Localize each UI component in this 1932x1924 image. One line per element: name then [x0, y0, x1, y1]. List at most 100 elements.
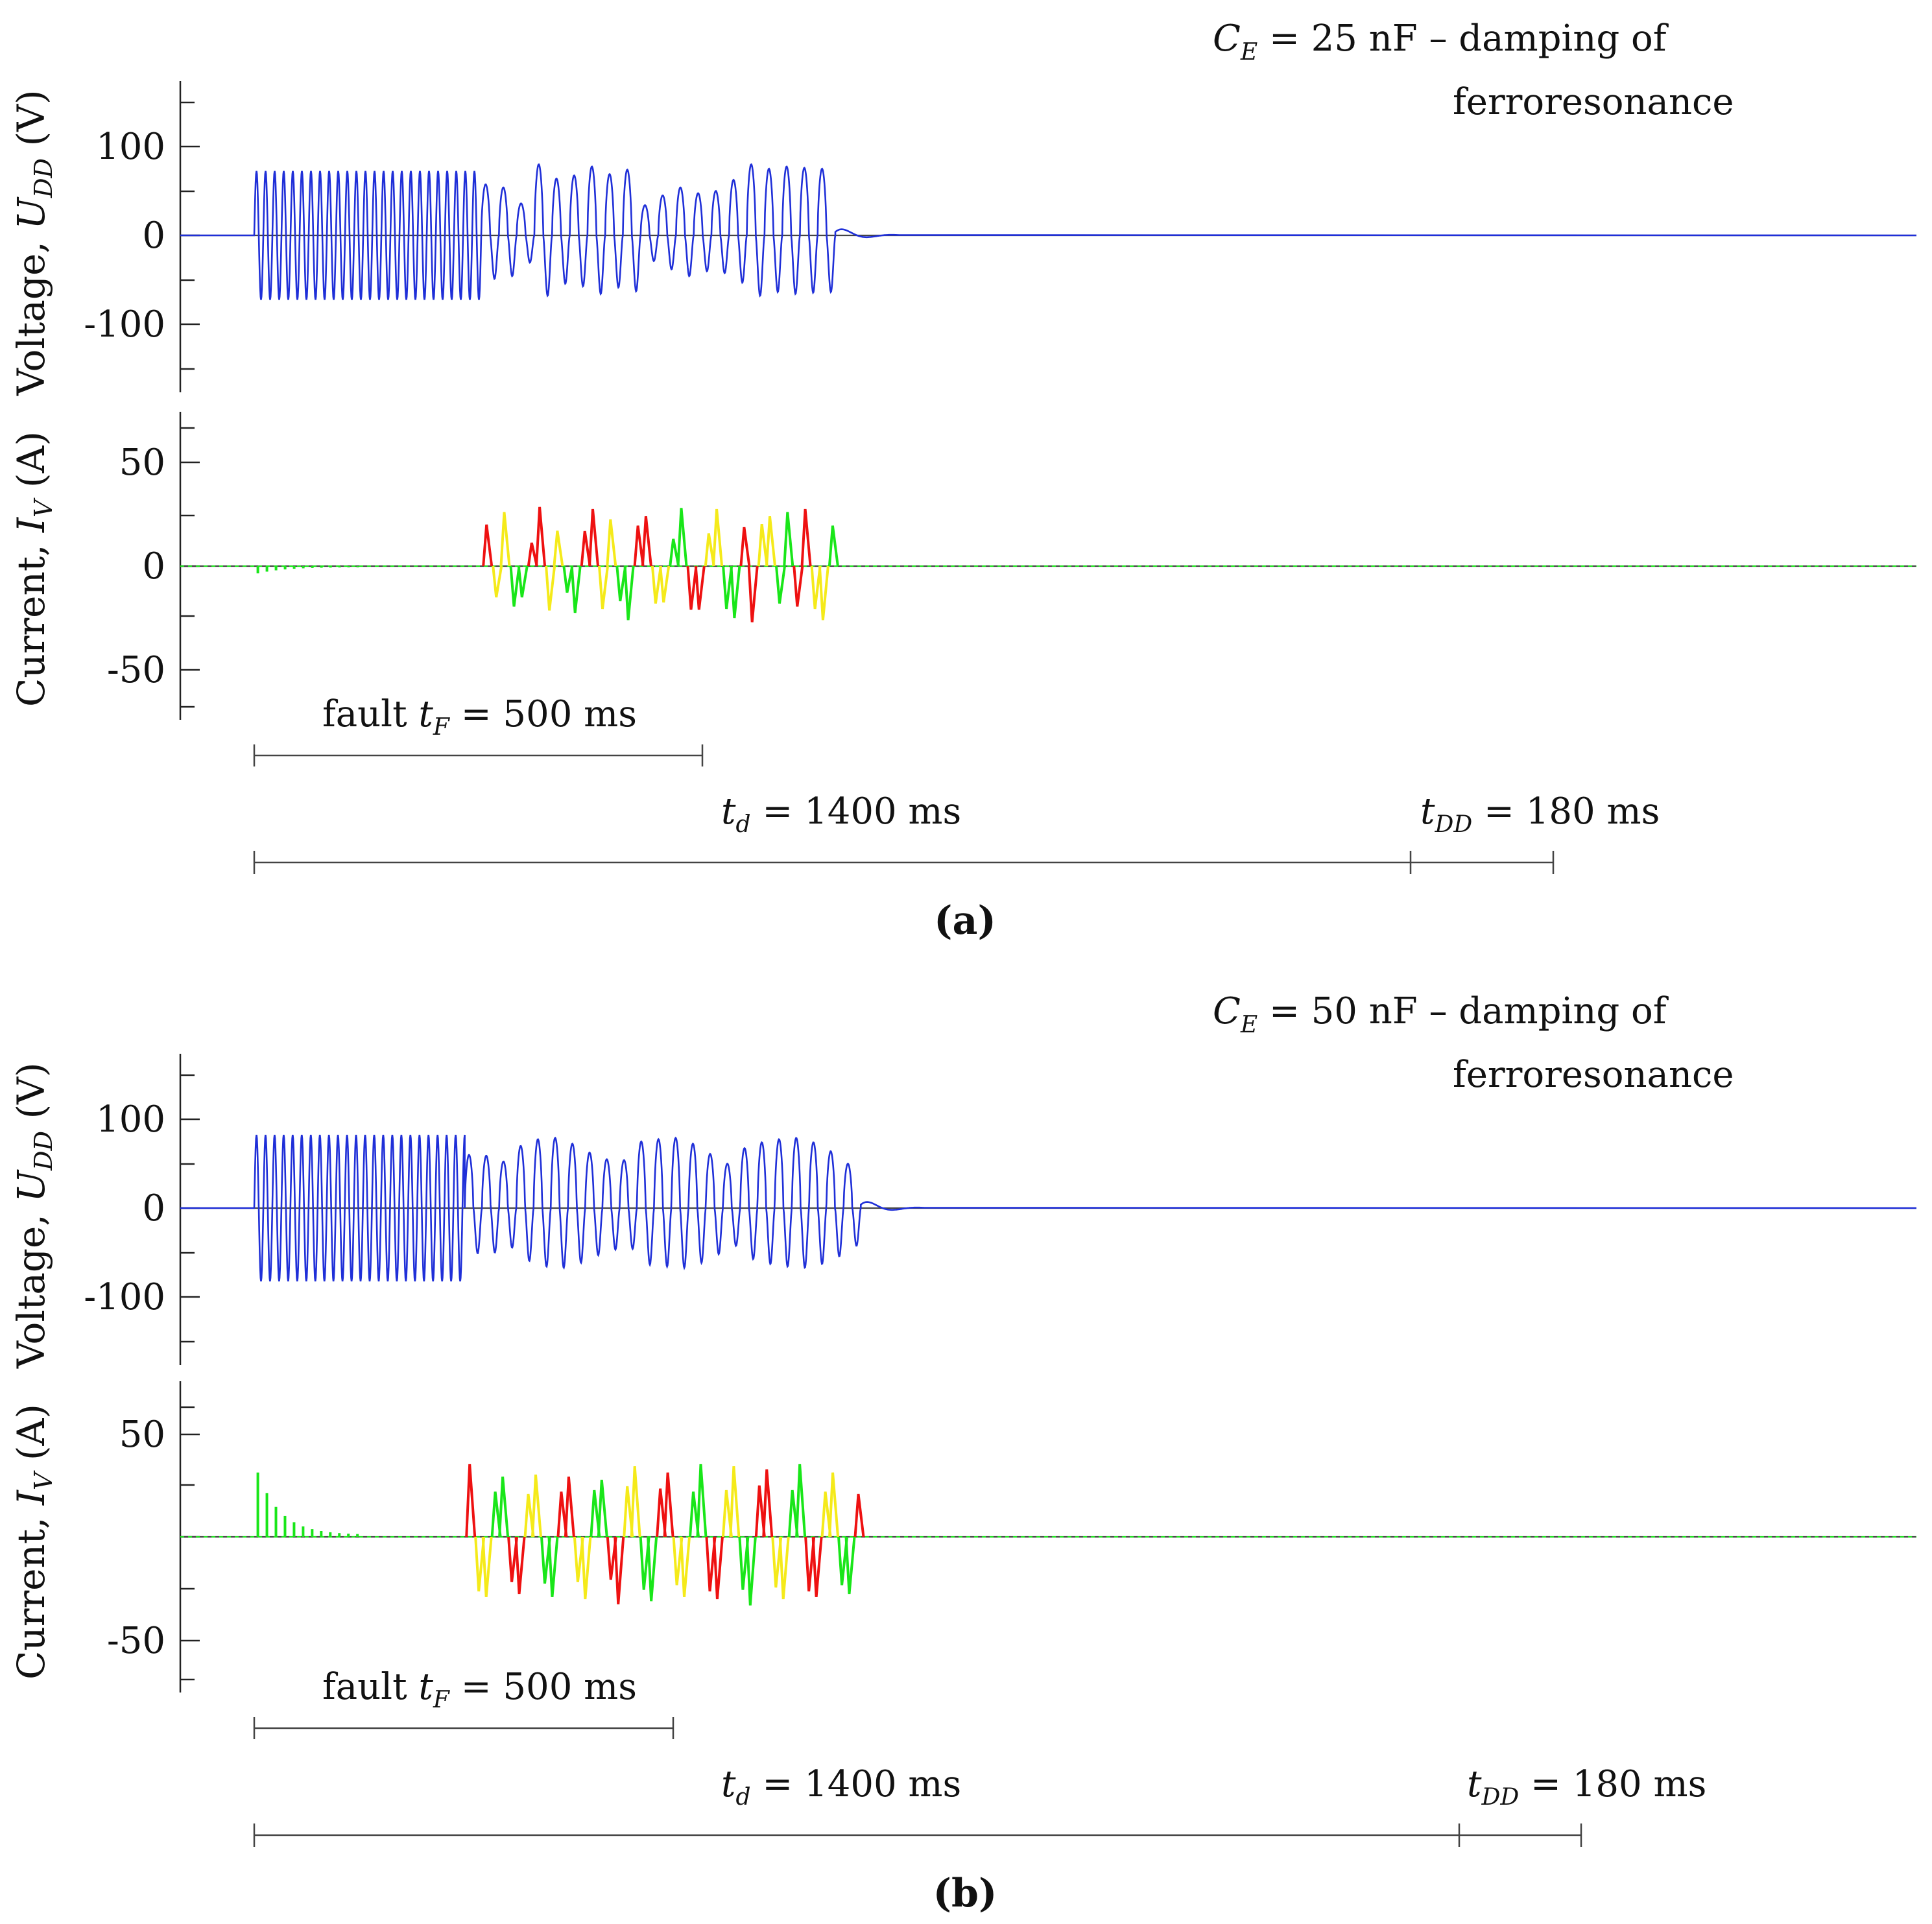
- panel-a-td-span: td = 1400 ms: [253, 790, 1412, 874]
- current-spike: [818, 565, 829, 621]
- current-spike: [696, 1464, 708, 1538]
- current-spike: [597, 1479, 608, 1538]
- current-spike: [623, 1486, 634, 1538]
- current-spike: [641, 516, 652, 567]
- panel-a-current-series: [180, 506, 1916, 623]
- current-spike: [492, 565, 503, 598]
- current-spike: [535, 506, 547, 567]
- panel-b-fault-span: fault tF = 500 ms: [253, 1666, 674, 1739]
- current-spike: [499, 512, 511, 567]
- current-spike: [775, 565, 786, 604]
- panel-a: CE = 25 nF – damping of ferroresonance 1…: [9, 18, 1917, 944]
- current-spike: [663, 1472, 674, 1538]
- current-spike: [853, 1493, 865, 1538]
- panel-b-voltage-tick-0: 0: [142, 1187, 165, 1229]
- panel-a-fault-span: fault tF = 500 ms: [253, 693, 704, 766]
- panel-a-annotation-line1: CE = 25 nF – damping of: [1213, 18, 1669, 65]
- current-spike: [689, 1491, 700, 1538]
- current-spike: [676, 508, 688, 567]
- current-spike: [647, 1536, 658, 1602]
- current-spike: [570, 565, 582, 613]
- current-spike: [837, 1536, 849, 1586]
- current-spike: [722, 565, 733, 610]
- current-spike: [820, 1491, 832, 1538]
- panel-a-current-tick-50: 50: [119, 442, 165, 484]
- current-spike: [562, 565, 574, 593]
- current-spike: [739, 527, 751, 567]
- current-spike: [828, 525, 839, 567]
- current-spike: [729, 1466, 741, 1538]
- current-spike: [564, 1477, 575, 1538]
- current-spike: [598, 565, 609, 610]
- current-spike: [787, 1490, 799, 1538]
- panel-b: CE = 50 nF – damping of ferroresonance 1…: [9, 990, 1917, 1916]
- current-spike: [804, 1536, 816, 1592]
- current-spike: [738, 1536, 750, 1590]
- svg-text:td = 1400 ms: td = 1400 ms: [721, 790, 961, 838]
- current-spike: [810, 565, 822, 610]
- current-spike: [745, 1536, 757, 1606]
- current-spike: [680, 1536, 691, 1597]
- current-spike: [509, 565, 521, 607]
- current-spike: [474, 1536, 486, 1592]
- current-spike: [712, 1536, 724, 1600]
- panel-b-tdd-span: tDD = 180 ms: [1459, 1763, 1706, 1847]
- current-spike: [531, 1474, 542, 1538]
- current-spike: [757, 523, 769, 567]
- panel-a-tdd-span: tDD = 180 ms: [1411, 790, 1660, 874]
- current-spike: [721, 1490, 733, 1538]
- current-spike: [828, 1472, 840, 1538]
- panel-b-annotation-line1: CE = 50 nF – damping of: [1213, 990, 1669, 1038]
- panel-b-voltage-ylabel: Voltage, UDD (V): [9, 1062, 58, 1369]
- panel-a-annotation-line2: ferroresonance: [1453, 81, 1734, 123]
- panel-b-annotation-line2: ferroresonance: [1453, 1054, 1734, 1096]
- current-spike: [523, 1493, 535, 1538]
- current-spike: [465, 1464, 477, 1538]
- current-spike: [615, 565, 627, 602]
- current-spike: [623, 565, 635, 621]
- panel-a-voltage-ylabel: Voltage, UDD (V): [9, 89, 58, 396]
- current-spike: [498, 1477, 510, 1538]
- panel-a-voltage-tick-100: 100: [96, 126, 165, 168]
- current-spike: [656, 1488, 667, 1538]
- current-spike: [514, 1536, 526, 1595]
- current-spike: [614, 1536, 625, 1605]
- current-spike: [517, 565, 529, 598]
- current-spike: [765, 516, 776, 567]
- panel-a-current-tick-0: 0: [142, 545, 165, 588]
- current-spike: [650, 565, 662, 604]
- panel-a-voltage-series: [180, 163, 1917, 300]
- svg-text:td = 1400 ms: td = 1400 ms: [721, 1763, 961, 1811]
- current-spike: [712, 508, 724, 567]
- current-spike: [606, 519, 617, 567]
- panel-a-label: (a): [934, 898, 996, 944]
- svg-text:fault tF = 500 ms: fault tF = 500 ms: [322, 1666, 637, 1713]
- panel-a-current-tick-neg50: -50: [107, 649, 165, 691]
- current-spike: [669, 538, 680, 567]
- current-spike: [754, 1485, 766, 1538]
- current-spike: [659, 565, 671, 603]
- current-spike: [793, 565, 804, 607]
- panel-b-current-series: [180, 1464, 1916, 1606]
- panel-b-label: (b): [933, 1871, 997, 1916]
- current-spike: [580, 530, 591, 567]
- current-spike: [553, 530, 564, 567]
- current-spike: [778, 1536, 790, 1600]
- panel-b-voltage-tick-neg100: -100: [84, 1276, 165, 1318]
- panel-b-td-span: td = 1400 ms: [253, 1763, 1461, 1847]
- current-spike: [527, 542, 538, 567]
- current-spike: [686, 565, 698, 610]
- current-spike: [705, 1536, 717, 1592]
- current-spike: [800, 508, 812, 567]
- current-spike: [630, 1466, 641, 1538]
- panel-b-voltage-axis: [179, 1054, 1916, 1365]
- current-spike: [730, 565, 741, 619]
- svg-text:fault tF = 500 ms: fault tF = 500 ms: [322, 693, 637, 741]
- panel-a-voltage-tick-0: 0: [142, 215, 165, 257]
- current-spike: [639, 1536, 650, 1590]
- current-spike: [540, 1536, 551, 1584]
- current-spike: [633, 525, 645, 567]
- panel-b-current-tick-neg50: -50: [107, 1620, 165, 1662]
- panel-b-current-tick-50: 50: [119, 1414, 165, 1456]
